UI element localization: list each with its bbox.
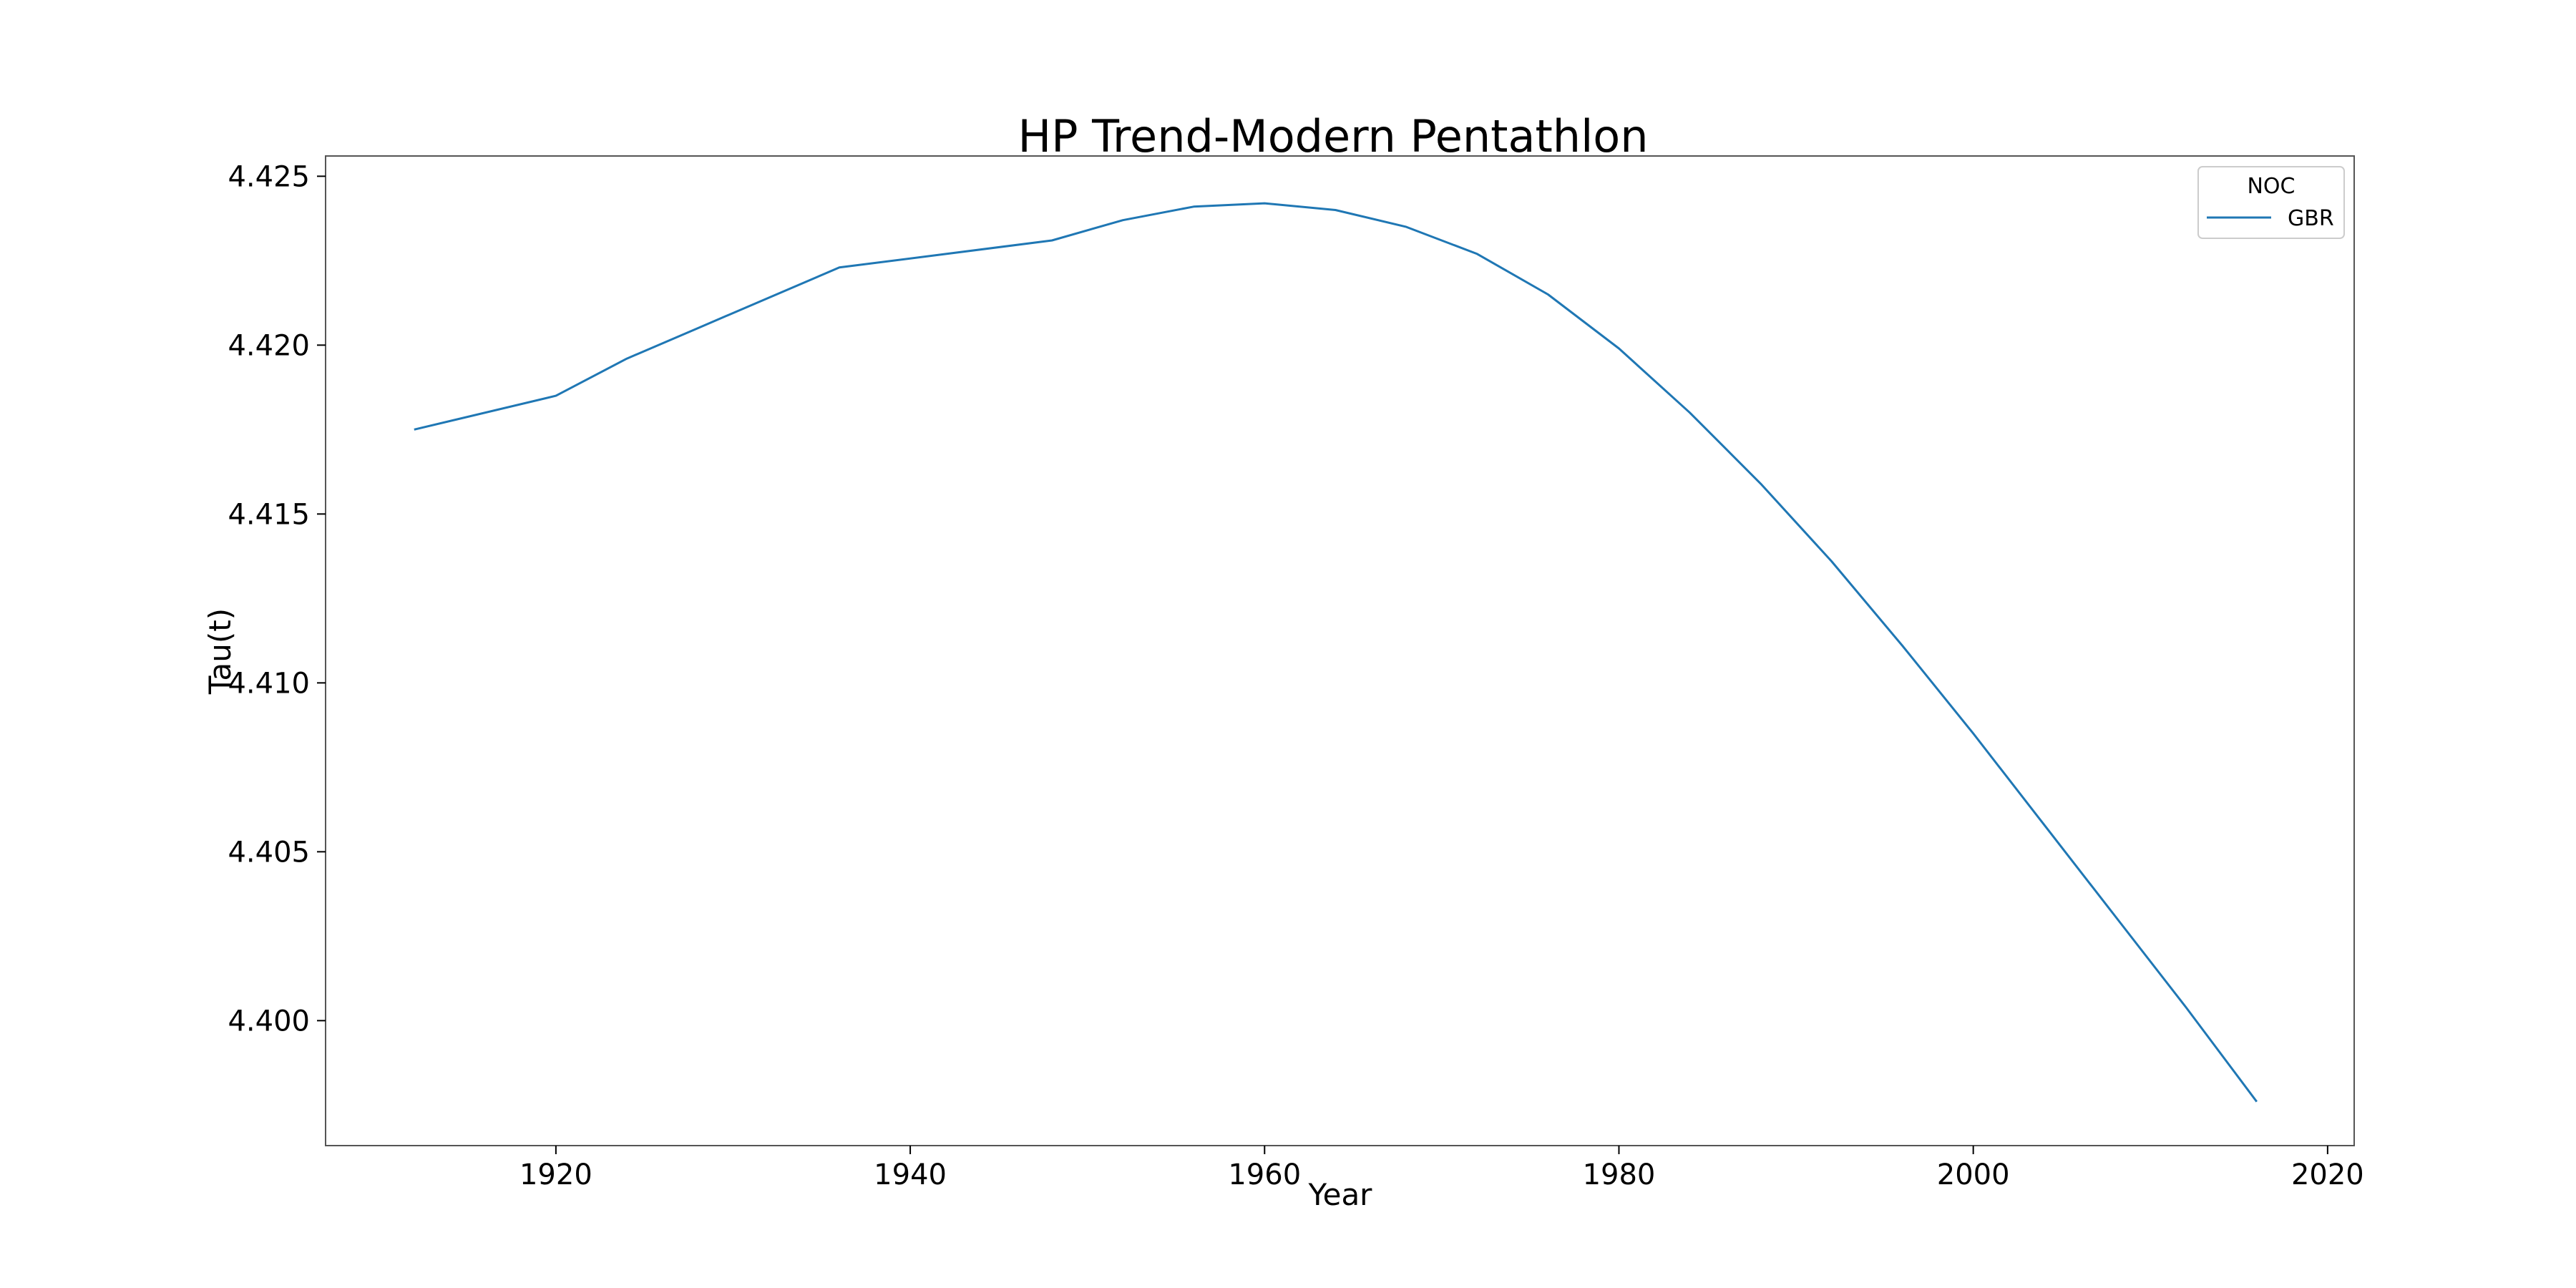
y-tick-label: 4.405 <box>228 836 310 869</box>
legend-box <box>2197 166 2345 239</box>
y-tick-label: 4.410 <box>228 667 310 700</box>
x-tick-label: 1980 <box>1583 1158 1656 1191</box>
chart-title: HP Trend-Modern Pentathlon <box>1018 110 1648 162</box>
x-tick-label: 2020 <box>2291 1158 2364 1191</box>
y-tick-label: 4.415 <box>228 498 310 531</box>
x-tick-label: 1940 <box>874 1158 947 1191</box>
y-tick-label: 4.400 <box>228 1005 310 1038</box>
y-axis-label: Tau(t) <box>203 608 238 695</box>
legend-title: NOC <box>2247 174 2295 199</box>
y-tick-label: 4.420 <box>228 329 310 362</box>
x-axis: 1920 1940 1960 1980 2000 2020 <box>519 1146 2364 1191</box>
x-tick-label: 1960 <box>1228 1158 1301 1191</box>
series-line-gbr <box>414 202 2258 1103</box>
x-tick-label: 1920 <box>519 1158 592 1191</box>
legend: NOC GBR <box>2197 166 2345 239</box>
x-tick-label: 2000 <box>1937 1158 2010 1191</box>
plot-area-frame <box>325 155 2355 1146</box>
x-axis-label: Year <box>1308 1177 1373 1212</box>
legend-label-gbr: GBR <box>2288 206 2334 231</box>
series-layer <box>414 202 2258 1103</box>
y-axis: 4.400 4.405 4.410 4.415 4.420 4.425 <box>228 160 326 1038</box>
y-tick-label: 4.425 <box>228 160 310 193</box>
